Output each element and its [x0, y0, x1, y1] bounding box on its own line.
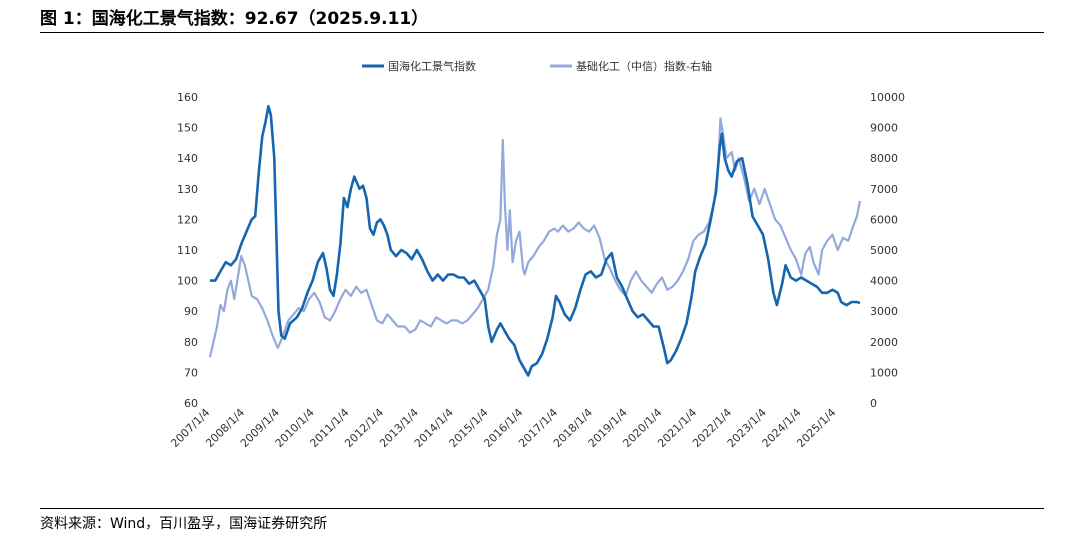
legend: 国海化工景气指数 基础化工（中信）指数-右轴 — [362, 59, 712, 73]
left-y-tick-label: 120 — [177, 213, 198, 226]
title-rule — [40, 32, 1044, 33]
left-y-tick-label: 150 — [177, 122, 198, 135]
right-y-tick-label: 5000 — [870, 244, 898, 257]
left-y-tick-label: 70 — [184, 366, 198, 379]
series-layer — [208, 104, 862, 377]
source-note: 资料来源：Wind，百川盈孚，国海证券研究所 — [40, 516, 328, 532]
left-y-tick-label: 60 — [184, 397, 198, 410]
left-y-tick-label: 90 — [184, 305, 198, 318]
right-y-tick-label: 10000 — [870, 91, 905, 104]
left-y-axis: 60 70 80 90 100 110 120 130 140 150 160 — [177, 91, 198, 410]
left-y-tick-label: 100 — [177, 275, 198, 288]
right-y-tick-label: 1000 — [870, 366, 898, 379]
left-y-tick-label: 130 — [177, 183, 198, 196]
legend-item-chemical-index-label: 基础化工（中信）指数-右轴 — [576, 59, 712, 73]
right-y-tick-label: 7000 — [870, 183, 898, 196]
right-y-tick-label: 3000 — [870, 305, 898, 318]
right-y-tick-label: 9000 — [870, 122, 898, 135]
right-y-tick-label: 8000 — [870, 152, 898, 165]
x-axis: 2007/1/42008/1/42009/1/42010/1/42011/1/4… — [168, 406, 838, 450]
left-y-tick-label: 80 — [184, 336, 198, 349]
figure-title: 图 1：国海化工景气指数：92.67（2025.9.11） — [40, 9, 429, 29]
series-line-index — [210, 104, 861, 377]
right-y-axis: 0 1000 2000 3000 4000 5000 6000 7000 8000 9000 100… — [870, 91, 905, 410]
line-chart: 国海化工景气指数 基础化工（中信）指数-右轴 60 70 80 90 100 110 120 1… — [168, 59, 905, 450]
left-y-tick-label: 160 — [177, 91, 198, 104]
right-y-tick-label: 6000 — [870, 213, 898, 226]
left-y-tick-label: 140 — [177, 152, 198, 165]
right-y-tick-label: 0 — [870, 397, 877, 410]
left-y-tick-label: 110 — [177, 244, 198, 257]
legend-item-index-label: 国海化工景气指数 — [388, 59, 476, 73]
source-rule — [40, 508, 1044, 509]
right-y-tick-label: 2000 — [870, 336, 898, 349]
right-y-tick-label: 4000 — [870, 275, 898, 288]
